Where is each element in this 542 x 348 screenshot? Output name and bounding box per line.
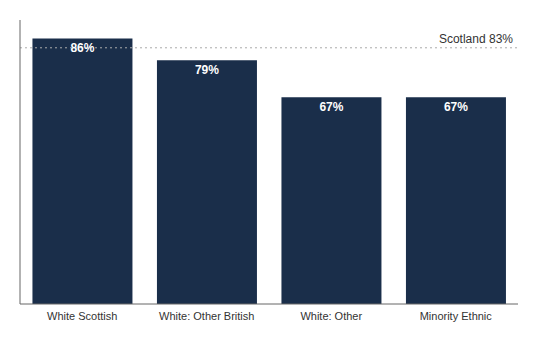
svg-text:White: Other: White: Other (300, 310, 362, 322)
svg-text:67%: 67% (444, 100, 468, 114)
svg-text:86%: 86% (70, 41, 94, 55)
svg-text:Scotland 83%: Scotland 83% (439, 32, 513, 46)
svg-text:79%: 79% (195, 63, 219, 77)
svg-text:67%: 67% (319, 100, 343, 114)
svg-text:White: Other British: White: Other British (159, 310, 254, 322)
svg-text:Minority Ethnic: Minority Ethnic (420, 310, 493, 322)
svg-text:White Scottish: White Scottish (47, 310, 117, 322)
